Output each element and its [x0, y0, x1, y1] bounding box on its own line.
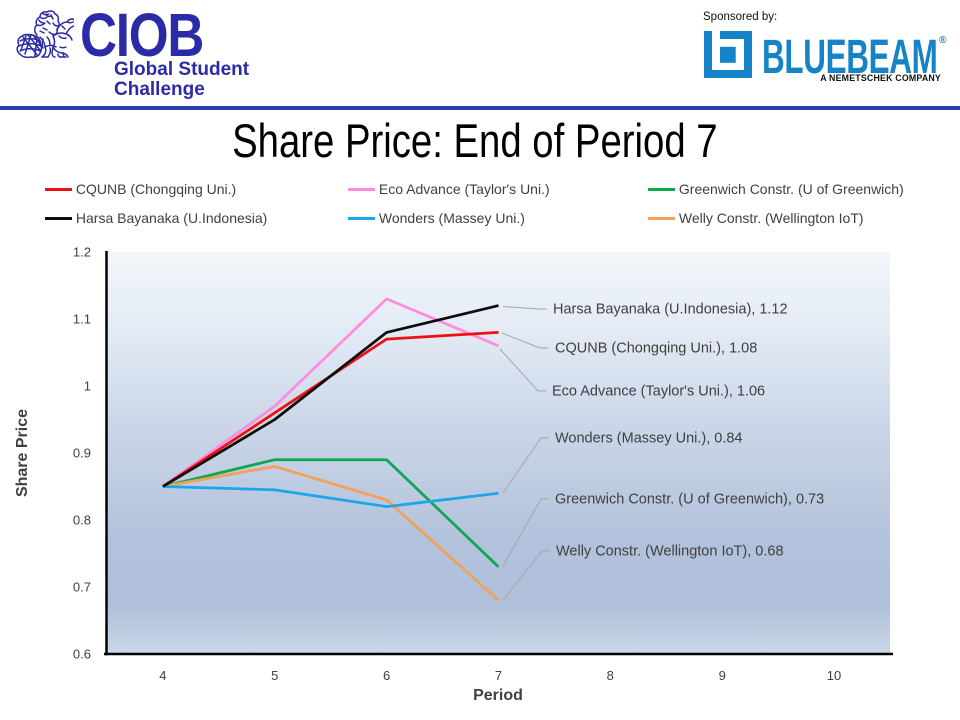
svg-text:0.8: 0.8: [73, 513, 91, 528]
svg-text:8: 8: [607, 668, 614, 683]
svg-text:0.9: 0.9: [73, 446, 91, 461]
svg-text:5: 5: [271, 668, 278, 683]
svg-text:1: 1: [84, 379, 91, 394]
svg-text:Wonders (Massey Uni.), 0.84: Wonders (Massey Uni.), 0.84: [555, 431, 743, 447]
svg-text:Greenwich Constr. (U of Greenw: Greenwich Constr. (U of Greenwich), 0.73: [555, 492, 824, 508]
svg-text:1.1: 1.1: [73, 312, 91, 327]
svg-text:7: 7: [495, 668, 502, 683]
svg-text:0.6: 0.6: [73, 647, 91, 662]
svg-text:1.2: 1.2: [73, 245, 91, 260]
svg-text:Share Price: Share Price: [14, 409, 31, 497]
svg-text:4: 4: [159, 668, 166, 683]
svg-text:Welly Constr. (Wellington IoT): Welly Constr. (Wellington IoT), 0.68: [556, 544, 784, 560]
svg-text:Harsa Bayanaka (U.Indonesia),: Harsa Bayanaka (U.Indonesia), 1.12: [553, 302, 788, 318]
svg-text:0.7: 0.7: [73, 580, 91, 595]
svg-text:Period: Period: [473, 687, 523, 704]
svg-text:6: 6: [383, 668, 390, 683]
svg-text:9: 9: [719, 668, 726, 683]
svg-text:Eco Advance (Taylor's Uni.), 1: Eco Advance (Taylor's Uni.), 1.06: [552, 384, 765, 400]
svg-text:CQUNB (Chongqing Uni.), 1.08: CQUNB (Chongqing Uni.), 1.08: [555, 341, 757, 357]
svg-text:10: 10: [827, 668, 841, 683]
